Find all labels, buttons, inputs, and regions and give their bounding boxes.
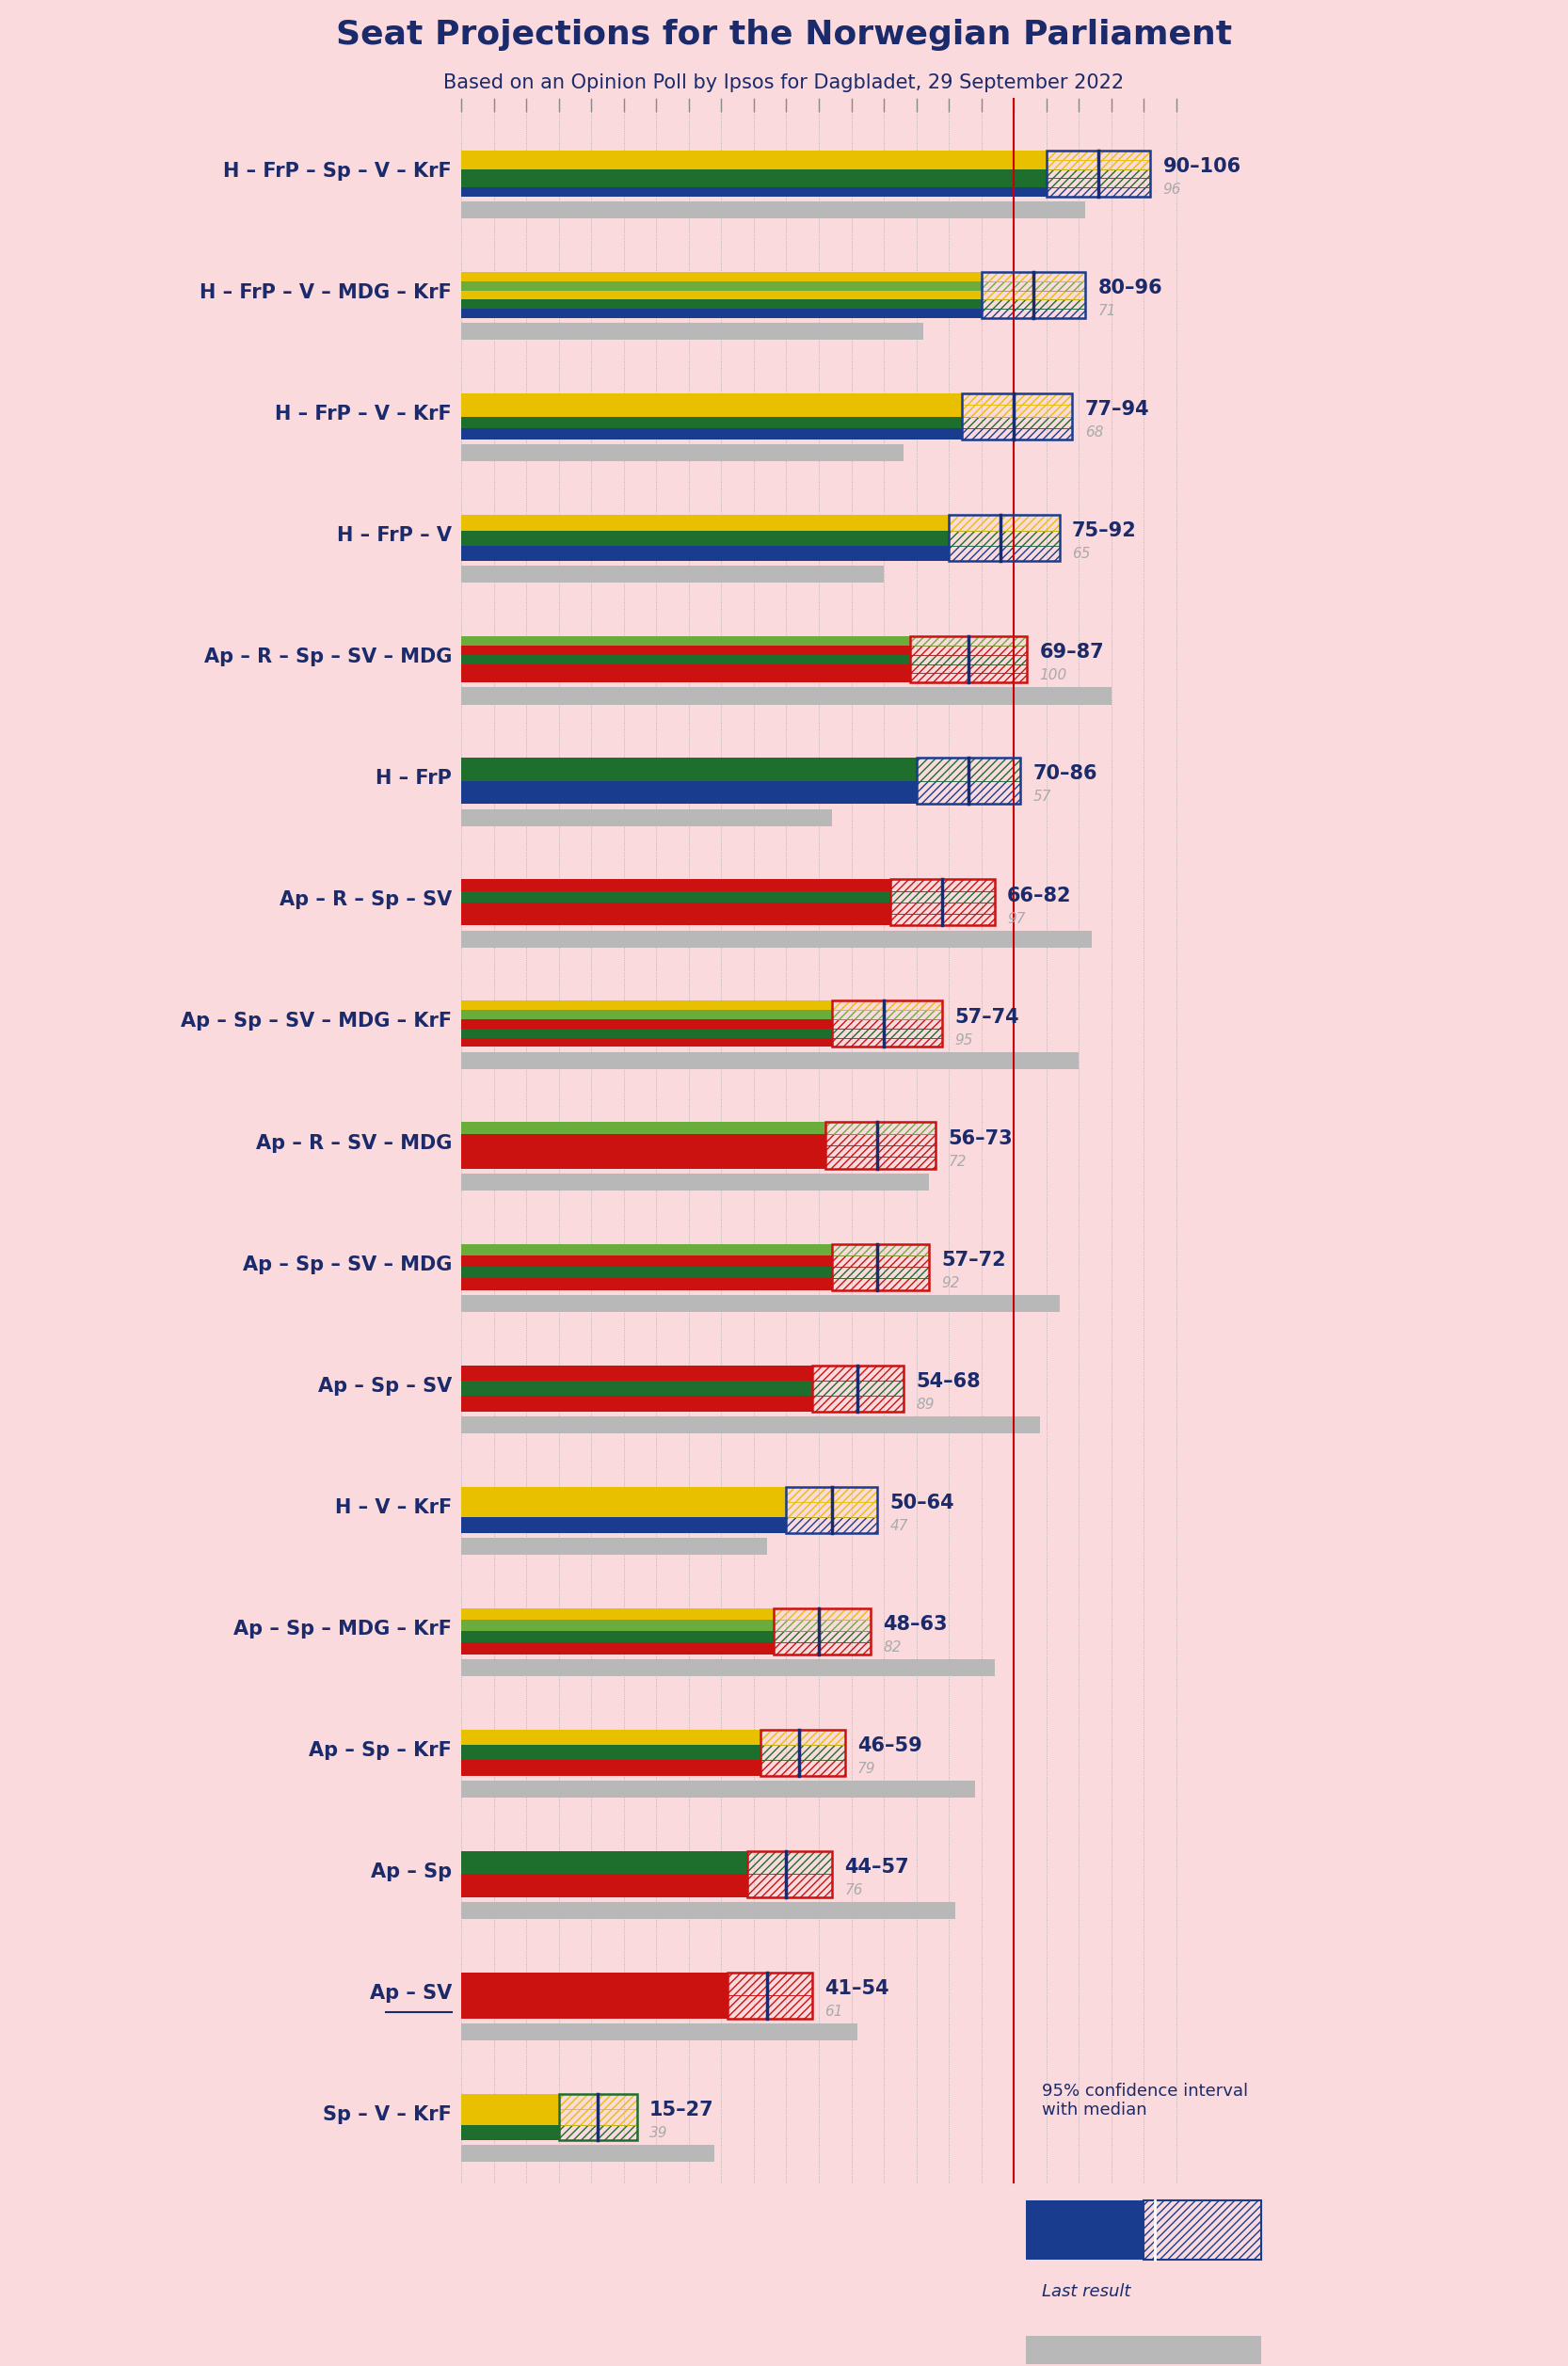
Text: 68: 68 <box>1085 426 1104 440</box>
Text: H – FrP: H – FrP <box>376 769 452 788</box>
Text: 57–72: 57–72 <box>942 1252 1007 1268</box>
Text: 65: 65 <box>1073 547 1090 561</box>
Text: 75–92: 75–92 <box>1073 523 1137 539</box>
Text: 95% confidence interval
with median: 95% confidence interval with median <box>1041 2082 1248 2120</box>
Text: 89: 89 <box>916 1398 935 1413</box>
Text: 80–96: 80–96 <box>1098 279 1162 298</box>
Text: 39: 39 <box>649 2127 668 2141</box>
Text: Ap – R – Sp – SV – MDG: Ap – R – Sp – SV – MDG <box>204 648 452 667</box>
Text: 54–68: 54–68 <box>916 1372 980 1391</box>
Text: 47: 47 <box>891 1519 908 1533</box>
Text: 66–82: 66–82 <box>1007 887 1071 904</box>
Text: Ap – Sp – SV – MDG – KrF: Ap – Sp – SV – MDG – KrF <box>180 1013 452 1032</box>
Text: Ap – SV: Ap – SV <box>370 1983 452 2002</box>
Text: 48–63: 48–63 <box>883 1616 949 1633</box>
Text: H – FrP – V – KrF: H – FrP – V – KrF <box>274 405 452 424</box>
Text: Ap – Sp – SV: Ap – Sp – SV <box>318 1377 452 1396</box>
Text: Sp – V – KrF: Sp – V – KrF <box>323 2106 452 2125</box>
Text: 90–106: 90–106 <box>1163 156 1242 175</box>
Text: 57: 57 <box>1033 790 1051 804</box>
Text: Ap – R – Sp – SV: Ap – R – Sp – SV <box>279 890 452 909</box>
Text: Ap – Sp: Ap – Sp <box>370 1862 452 1881</box>
Text: 79: 79 <box>858 1763 877 1777</box>
Text: 41–54: 41–54 <box>825 1980 889 1997</box>
Text: 46–59: 46–59 <box>858 1737 922 1756</box>
Text: 95: 95 <box>955 1034 974 1048</box>
Text: Ap – Sp – SV – MDG: Ap – Sp – SV – MDG <box>243 1254 452 1273</box>
Text: 44–57: 44–57 <box>845 1857 909 1876</box>
Text: 57–74: 57–74 <box>955 1008 1019 1027</box>
Text: 77–94: 77–94 <box>1085 400 1149 419</box>
Text: Ap – Sp – KrF: Ap – Sp – KrF <box>309 1741 452 1760</box>
Text: 50–64: 50–64 <box>891 1493 955 1512</box>
Text: Ap – R – SV – MDG: Ap – R – SV – MDG <box>256 1133 452 1152</box>
Text: Based on an Opinion Poll by Ipsos for Dagbladet, 29 September 2022: Based on an Opinion Poll by Ipsos for Da… <box>444 73 1124 92</box>
Text: 76: 76 <box>845 1883 862 1898</box>
Text: 15–27: 15–27 <box>649 2101 713 2120</box>
Text: 100: 100 <box>1040 670 1066 684</box>
Text: 92: 92 <box>942 1275 960 1289</box>
Text: Ap – Sp – MDG – KrF: Ap – Sp – MDG – KrF <box>234 1618 452 1637</box>
Text: 72: 72 <box>949 1155 967 1169</box>
Text: 82: 82 <box>883 1640 902 1654</box>
Text: H – FrP – V: H – FrP – V <box>337 525 452 544</box>
Text: 71: 71 <box>1098 305 1116 319</box>
Text: 69–87: 69–87 <box>1040 644 1104 662</box>
Text: 96: 96 <box>1163 182 1181 196</box>
Text: 70–86: 70–86 <box>1033 764 1098 783</box>
Text: Last result: Last result <box>1041 2283 1131 2300</box>
Text: 56–73: 56–73 <box>949 1129 1013 1148</box>
Text: H – V – KrF: H – V – KrF <box>336 1498 452 1517</box>
Text: Seat Projections for the Norwegian Parliament: Seat Projections for the Norwegian Parli… <box>336 19 1232 50</box>
Text: H – FrP – Sp – V – KrF: H – FrP – Sp – V – KrF <box>223 161 452 180</box>
Text: 61: 61 <box>825 2004 844 2018</box>
Text: H – FrP – V – MDG – KrF: H – FrP – V – MDG – KrF <box>199 284 452 303</box>
Text: 97: 97 <box>1007 911 1025 925</box>
